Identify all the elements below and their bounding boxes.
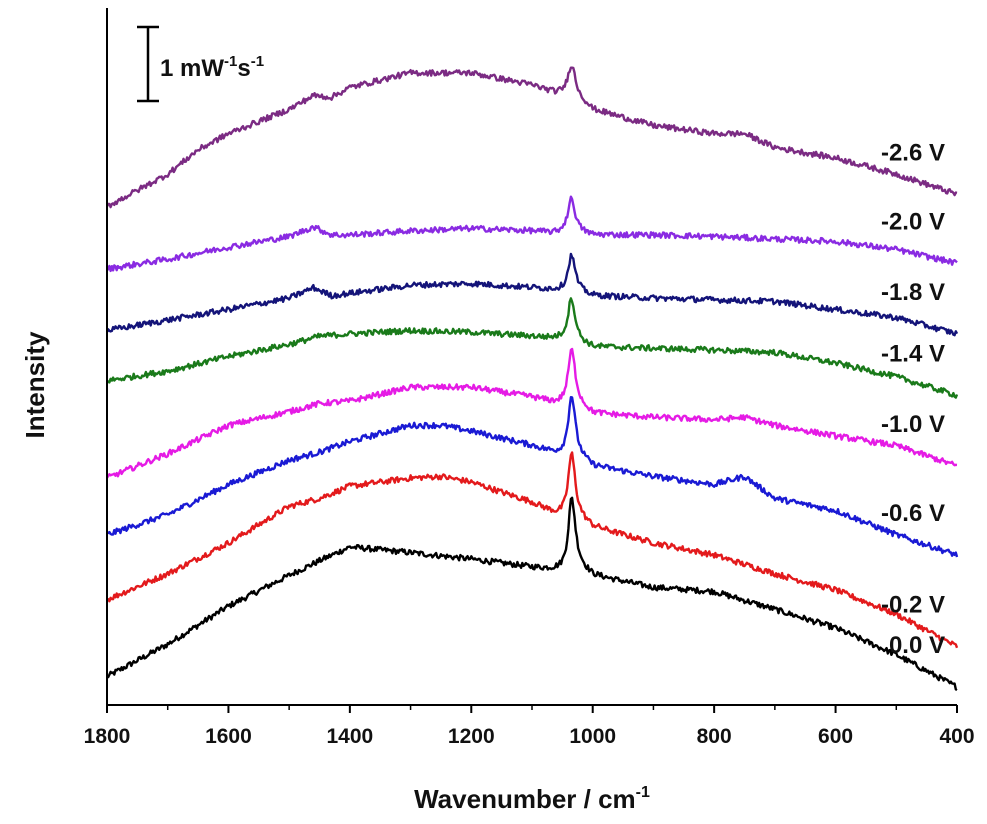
scale-bar-exp1: -1 xyxy=(224,53,237,70)
scale-bar-label: 1 mW-1s-1 xyxy=(160,53,264,82)
series-label-3: -1.0 V xyxy=(881,411,945,438)
series-label-7: -2.6 V xyxy=(881,139,945,166)
series-line-7 xyxy=(105,66,958,209)
x-axis-title-superscript: -1 xyxy=(636,784,650,801)
x-tick-label-1600: 1600 xyxy=(205,725,252,748)
series-line-2 xyxy=(106,396,959,558)
series-line-1 xyxy=(106,451,959,649)
axis-layer: 1800 1600 1400 1200 1000 800 600 400 Wavenumber … xyxy=(20,8,975,814)
series-line-3 xyxy=(106,347,958,479)
x-tick-label-600: 600 xyxy=(818,725,853,748)
scale-bar-unit2: s xyxy=(237,55,250,82)
x-tick-label-400: 400 xyxy=(939,725,974,748)
series-label-1: -0.2 V xyxy=(881,592,945,619)
label-layer: 0.0 V -0.2 V -0.6 V -1.0 V -1.4 V -1.8 V -2.0 … xyxy=(137,25,945,659)
x-tick-label-1000: 1000 xyxy=(569,725,616,748)
y-axis-title: Intensity xyxy=(20,331,50,438)
scale-bar-value: 1 mW xyxy=(160,55,224,82)
x-tick-label-800: 800 xyxy=(697,725,732,748)
series-layer xyxy=(105,66,959,692)
x-tick-label-1400: 1400 xyxy=(326,725,373,748)
scale-bar-exp2: -1 xyxy=(251,53,264,70)
series-label-5: -1.8 V xyxy=(881,279,945,306)
x-tick-label-1800: 1800 xyxy=(84,725,131,748)
series-line-4 xyxy=(106,297,959,399)
series-label-4: -1.4 V xyxy=(881,340,945,367)
series-label-0: 0.0 V xyxy=(889,632,945,659)
x-axis-title: Wavenumber / cm-1 xyxy=(414,784,650,814)
series-label-2: -0.6 V xyxy=(881,500,945,527)
series-line-6 xyxy=(106,195,958,273)
x-tick-label-1200: 1200 xyxy=(448,725,495,748)
series-line-5 xyxy=(105,252,959,337)
series-label-6: -2.0 V xyxy=(881,208,945,235)
series-line-0 xyxy=(106,496,958,692)
